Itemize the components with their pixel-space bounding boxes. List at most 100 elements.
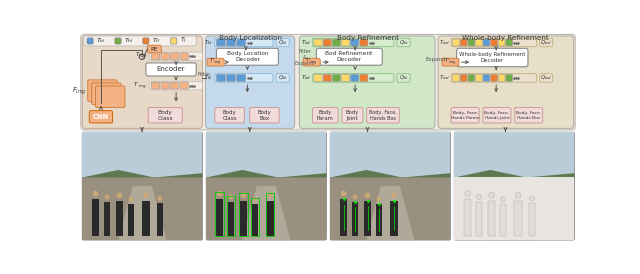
FancyBboxPatch shape: [452, 75, 460, 81]
Text: Bod Refinement
Decoder: Bod Refinement Decoder: [325, 51, 372, 62]
FancyBboxPatch shape: [476, 75, 482, 81]
Text: Filter
&
Expand: Filter & Expand: [295, 49, 315, 66]
FancyBboxPatch shape: [540, 74, 553, 82]
Text: Body, Face,
Hands Joint: Body, Face, Hands Joint: [484, 111, 509, 119]
Text: $T_{hl}$: $T_{hl}$: [124, 36, 134, 45]
FancyBboxPatch shape: [147, 45, 161, 53]
FancyBboxPatch shape: [151, 82, 160, 89]
Text: $T'_{img}$: $T'_{img}$: [444, 57, 457, 67]
FancyBboxPatch shape: [216, 39, 225, 46]
Text: $T_{bl}$: $T_{bl}$: [204, 38, 213, 47]
FancyBboxPatch shape: [148, 108, 182, 123]
FancyBboxPatch shape: [323, 75, 332, 81]
FancyBboxPatch shape: [95, 86, 125, 108]
FancyBboxPatch shape: [227, 39, 236, 46]
FancyBboxPatch shape: [438, 36, 573, 128]
Text: Body
Param: Body Param: [317, 110, 333, 121]
Bar: [488, 201, 495, 236]
FancyBboxPatch shape: [161, 82, 169, 89]
Circle shape: [340, 191, 346, 196]
FancyBboxPatch shape: [342, 39, 349, 46]
FancyBboxPatch shape: [397, 38, 410, 47]
FancyBboxPatch shape: [170, 53, 179, 60]
FancyBboxPatch shape: [351, 39, 358, 46]
FancyBboxPatch shape: [215, 74, 273, 82]
Bar: [464, 199, 471, 236]
FancyBboxPatch shape: [360, 75, 368, 81]
Circle shape: [391, 192, 397, 198]
Bar: [330, 132, 451, 178]
Bar: [454, 178, 575, 240]
Circle shape: [353, 195, 357, 199]
FancyBboxPatch shape: [451, 38, 536, 47]
Circle shape: [267, 192, 273, 198]
Bar: [330, 178, 451, 240]
FancyBboxPatch shape: [227, 75, 236, 81]
Text: $T_{img}$: $T_{img}$: [135, 51, 147, 61]
Text: Body, Face,
Hands Box: Body, Face, Hands Box: [516, 111, 541, 119]
Bar: [390, 201, 397, 236]
FancyBboxPatch shape: [483, 108, 511, 123]
FancyBboxPatch shape: [207, 58, 224, 66]
Circle shape: [253, 197, 257, 202]
Bar: [454, 132, 575, 178]
FancyBboxPatch shape: [330, 132, 451, 240]
FancyBboxPatch shape: [115, 38, 121, 44]
FancyBboxPatch shape: [451, 108, 479, 123]
FancyBboxPatch shape: [171, 38, 177, 44]
Circle shape: [365, 192, 371, 198]
FancyBboxPatch shape: [150, 52, 202, 61]
FancyBboxPatch shape: [150, 81, 202, 90]
Circle shape: [143, 192, 149, 198]
Polygon shape: [206, 170, 326, 178]
FancyBboxPatch shape: [314, 75, 322, 81]
Bar: [128, 204, 134, 236]
Bar: [266, 201, 273, 236]
FancyBboxPatch shape: [452, 39, 460, 46]
Text: $T_{fl}$: $T_{fl}$: [152, 36, 161, 45]
Text: Body, Face,
Hands Box: Body, Face, Hands Box: [369, 110, 397, 121]
Bar: [216, 199, 223, 236]
FancyBboxPatch shape: [314, 39, 322, 46]
Circle shape: [376, 197, 381, 202]
FancyBboxPatch shape: [303, 58, 320, 66]
Polygon shape: [83, 170, 202, 178]
Bar: [364, 201, 371, 236]
Bar: [116, 201, 123, 236]
FancyBboxPatch shape: [316, 48, 382, 65]
Bar: [515, 201, 522, 236]
Bar: [83, 132, 202, 178]
FancyBboxPatch shape: [88, 80, 117, 101]
Text: $T_{bl}$: $T_{bl}$: [96, 36, 106, 45]
FancyBboxPatch shape: [332, 39, 340, 46]
Bar: [476, 202, 482, 236]
Circle shape: [529, 196, 534, 201]
FancyBboxPatch shape: [506, 39, 513, 46]
FancyBboxPatch shape: [205, 36, 294, 128]
Bar: [251, 198, 259, 236]
Circle shape: [104, 195, 109, 199]
FancyBboxPatch shape: [206, 132, 326, 240]
FancyBboxPatch shape: [276, 38, 289, 47]
FancyBboxPatch shape: [460, 39, 467, 46]
Polygon shape: [330, 170, 451, 178]
FancyBboxPatch shape: [143, 38, 149, 44]
Text: $Q_{bl}$: $Q_{bl}$: [278, 73, 287, 82]
Polygon shape: [118, 186, 166, 240]
Text: Expand: Expand: [426, 56, 446, 62]
Text: Body Location
Decoder: Body Location Decoder: [227, 51, 268, 62]
Circle shape: [465, 191, 470, 196]
Bar: [252, 204, 258, 236]
FancyBboxPatch shape: [276, 74, 289, 82]
FancyBboxPatch shape: [237, 75, 246, 81]
FancyBboxPatch shape: [397, 74, 410, 82]
Bar: [529, 204, 535, 236]
FancyBboxPatch shape: [468, 39, 475, 46]
FancyBboxPatch shape: [476, 39, 482, 46]
Text: $T_{bl}$: $T_{bl}$: [204, 73, 213, 82]
Circle shape: [477, 195, 481, 199]
Circle shape: [489, 192, 495, 198]
Text: $F_{img}$: $F_{img}$: [72, 86, 86, 97]
FancyBboxPatch shape: [312, 108, 338, 123]
Text: Body
Class: Body Class: [157, 110, 173, 121]
